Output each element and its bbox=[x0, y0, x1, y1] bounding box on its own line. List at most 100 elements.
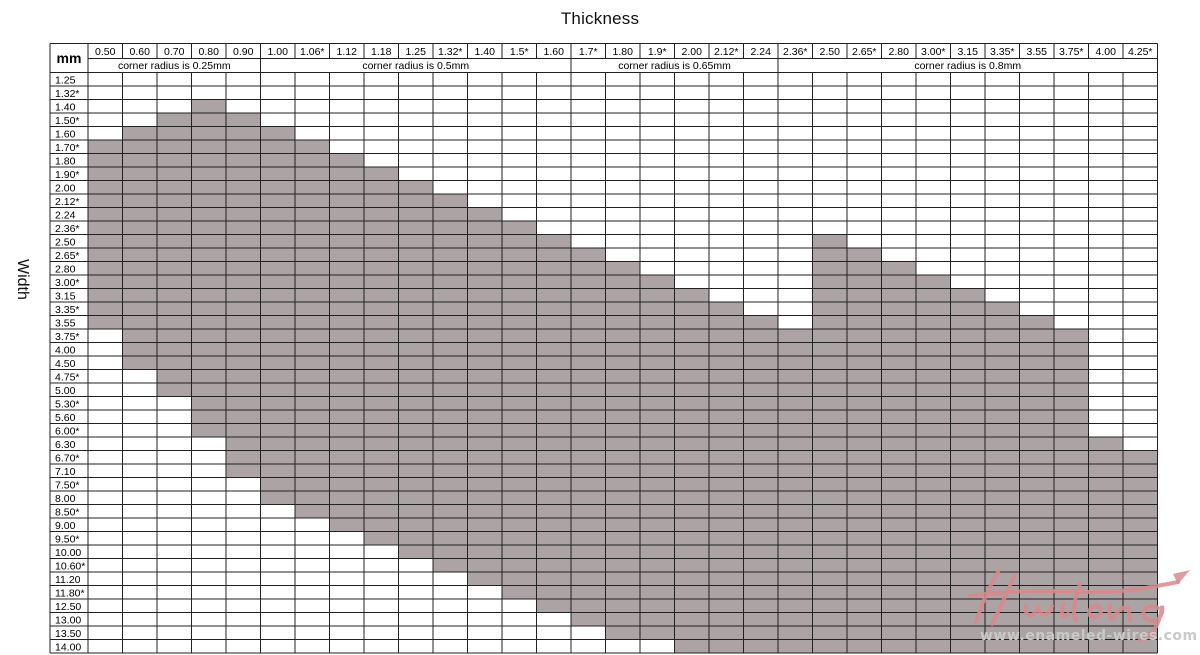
available-cell bbox=[122, 167, 157, 181]
available-cell bbox=[881, 558, 916, 572]
available-cell bbox=[605, 423, 640, 437]
available-cell bbox=[433, 545, 468, 559]
available-cell bbox=[674, 558, 709, 572]
available-cell bbox=[985, 423, 1020, 437]
available-cell bbox=[1123, 558, 1158, 572]
available-cell bbox=[778, 437, 813, 451]
available-cell bbox=[1123, 504, 1158, 518]
available-cell bbox=[329, 221, 364, 235]
available-cell bbox=[674, 329, 709, 343]
available-cell bbox=[122, 221, 157, 235]
available-cell bbox=[847, 369, 882, 383]
width-tick-label: 8.50* bbox=[55, 506, 80, 518]
available-cell bbox=[1019, 531, 1054, 545]
available-cell bbox=[881, 369, 916, 383]
available-cell bbox=[433, 356, 468, 370]
available-cell bbox=[122, 288, 157, 302]
available-cell bbox=[571, 248, 606, 262]
available-cell bbox=[640, 477, 675, 491]
available-cell bbox=[1123, 599, 1158, 613]
available-cell bbox=[398, 180, 433, 194]
thickness-tick-label: 3.15 bbox=[958, 46, 979, 58]
available-cell bbox=[157, 167, 192, 181]
available-cell bbox=[364, 464, 399, 478]
available-cell bbox=[950, 329, 985, 343]
available-cell bbox=[191, 275, 226, 289]
available-cell bbox=[743, 369, 778, 383]
available-cell bbox=[502, 423, 537, 437]
available-cell bbox=[226, 410, 261, 424]
available-cell bbox=[502, 558, 537, 572]
available-cell bbox=[847, 383, 882, 397]
available-cell bbox=[502, 234, 537, 248]
available-cell bbox=[433, 464, 468, 478]
available-cell bbox=[812, 504, 847, 518]
available-cell bbox=[295, 369, 330, 383]
available-cell bbox=[329, 342, 364, 356]
available-cell bbox=[88, 288, 123, 302]
width-tick-label: 13.00 bbox=[55, 614, 81, 626]
available-cell bbox=[88, 221, 123, 235]
available-cell bbox=[674, 599, 709, 613]
available-cell bbox=[191, 99, 226, 113]
available-cell bbox=[260, 275, 295, 289]
available-cell bbox=[260, 356, 295, 370]
available-cell bbox=[226, 383, 261, 397]
available-cell bbox=[778, 545, 813, 559]
available-cell bbox=[605, 491, 640, 505]
available-cell bbox=[916, 437, 951, 451]
available-cell bbox=[847, 599, 882, 613]
available-cell bbox=[812, 626, 847, 640]
available-cell bbox=[709, 599, 744, 613]
available-cell bbox=[571, 396, 606, 410]
available-cell bbox=[295, 410, 330, 424]
available-cell bbox=[295, 207, 330, 221]
available-cell bbox=[191, 315, 226, 329]
available-cell bbox=[950, 437, 985, 451]
available-cell bbox=[571, 518, 606, 532]
available-cell bbox=[985, 626, 1020, 640]
available-cell bbox=[191, 288, 226, 302]
available-cell bbox=[916, 518, 951, 532]
available-cell bbox=[467, 504, 502, 518]
available-cell bbox=[295, 437, 330, 451]
available-cell bbox=[502, 275, 537, 289]
available-cell bbox=[226, 342, 261, 356]
available-cell bbox=[640, 545, 675, 559]
available-cell bbox=[536, 396, 571, 410]
available-cell bbox=[778, 369, 813, 383]
available-cell bbox=[502, 491, 537, 505]
available-cell bbox=[536, 599, 571, 613]
available-cell bbox=[226, 167, 261, 181]
available-cell bbox=[640, 504, 675, 518]
available-cell bbox=[674, 437, 709, 451]
available-cell bbox=[743, 437, 778, 451]
available-cell bbox=[916, 612, 951, 626]
available-cell bbox=[605, 437, 640, 451]
thickness-tick-label: 2.50 bbox=[820, 46, 841, 58]
available-cell bbox=[398, 221, 433, 235]
available-cell bbox=[985, 531, 1020, 545]
available-cell bbox=[398, 504, 433, 518]
available-cell bbox=[571, 410, 606, 424]
available-cell bbox=[571, 302, 606, 316]
available-cell bbox=[226, 288, 261, 302]
available-cell bbox=[157, 369, 192, 383]
thickness-tick-label: 0.50 bbox=[95, 46, 116, 58]
available-cell bbox=[1123, 545, 1158, 559]
available-cell bbox=[571, 383, 606, 397]
available-cell bbox=[743, 545, 778, 559]
available-cell bbox=[640, 599, 675, 613]
available-cell bbox=[916, 423, 951, 437]
width-tick-label: 3.00* bbox=[55, 277, 80, 289]
available-cell bbox=[847, 396, 882, 410]
available-cell bbox=[536, 383, 571, 397]
available-cell bbox=[985, 491, 1020, 505]
available-cell bbox=[226, 437, 261, 451]
available-cell bbox=[640, 464, 675, 478]
available-cell bbox=[847, 477, 882, 491]
available-cell bbox=[847, 464, 882, 478]
available-cell bbox=[536, 531, 571, 545]
available-cell bbox=[812, 248, 847, 262]
available-cell bbox=[295, 356, 330, 370]
